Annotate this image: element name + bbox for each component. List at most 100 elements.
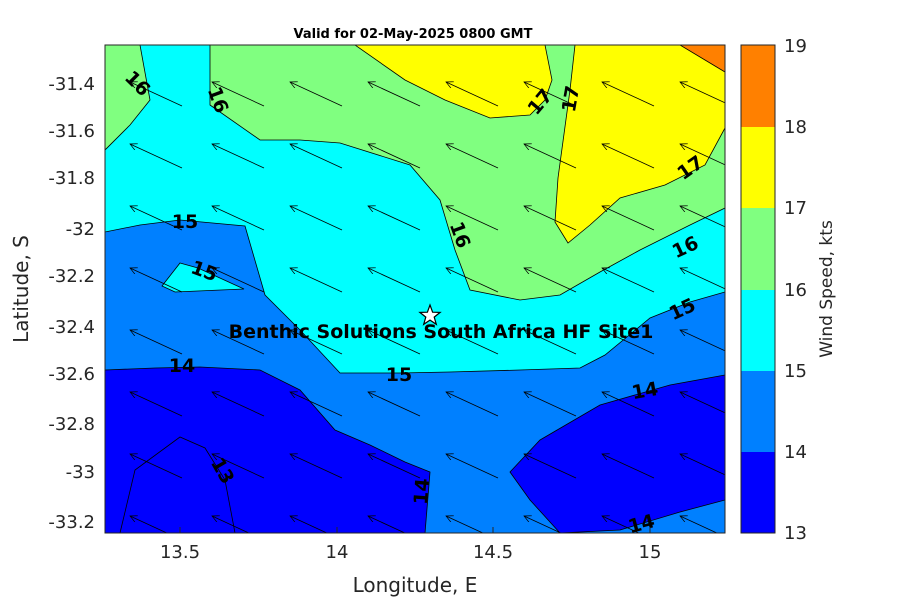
- wind-arrow: [290, 454, 343, 479]
- wind-arrow: [524, 268, 577, 293]
- colorbar-tick-label: 18: [784, 117, 807, 138]
- colorbar-title: Wind Speed, kts: [817, 220, 837, 358]
- wind-arrow: [290, 330, 343, 355]
- wind-arrow: [602, 206, 655, 231]
- y-axis-title: Latitude, S: [9, 235, 33, 343]
- band-13-14-left: [105, 366, 431, 533]
- wind-arrow: [446, 516, 484, 533]
- x-axis-title: Longitude, E: [353, 573, 478, 597]
- x-axis: 13.5 14 14.5 15 Longitude, E: [160, 527, 661, 597]
- wind-arrow: [680, 516, 718, 533]
- band-16-17-left: [105, 45, 151, 151]
- colorbar-segment: [741, 452, 775, 533]
- wind-arrow: [290, 206, 343, 231]
- y-tick-label: -32.6: [48, 364, 95, 385]
- y-tick-label: -31.8: [48, 168, 95, 189]
- wind-arrow: [368, 392, 421, 417]
- x-tick-label: 14: [326, 542, 349, 563]
- wind-arrow: [602, 454, 655, 479]
- wind-arrow: [680, 268, 725, 290]
- wind-arrow: [524, 516, 562, 533]
- contour-label: 14: [410, 477, 434, 505]
- y-tick-label: -33: [66, 462, 95, 483]
- contour-13-line: [119, 436, 236, 533]
- wind-arrow: [524, 330, 577, 355]
- wind-arrow: [446, 330, 499, 355]
- colorbar-segment: [741, 208, 775, 290]
- wind-arrow: [446, 144, 499, 169]
- wind-arrow: [290, 516, 328, 533]
- wind-arrow: [524, 144, 577, 169]
- wind-arrow: [290, 268, 343, 293]
- wind-arrow: [368, 144, 421, 169]
- wind-arrow: [212, 144, 265, 169]
- band-15-island: [161, 262, 245, 293]
- y-tick-label: -32.4: [48, 317, 95, 338]
- map-title: Valid for 02-May-2025 0800 GMT: [294, 27, 533, 42]
- colorbar-tick-label: 13: [784, 523, 807, 544]
- site-star-icon: [418, 303, 442, 326]
- wind-arrow: [212, 392, 265, 417]
- colorbar-segment: [741, 371, 775, 452]
- colorbar-tick-label: 14: [784, 442, 807, 463]
- colorbar-tick-label: 19: [784, 36, 807, 57]
- wind-arrows: [130, 82, 725, 533]
- y-tick-label: -31.4: [48, 74, 95, 95]
- band-13-14-right: [509, 374, 725, 533]
- contour-label: 15: [172, 211, 198, 233]
- wind-arrow: [368, 330, 421, 355]
- wind-arrow: [290, 392, 343, 417]
- y-tick-label: -32.2: [48, 266, 95, 287]
- wind-arrow: [524, 206, 577, 231]
- wind-arrow: [524, 454, 577, 479]
- wind-arrow: [602, 392, 655, 417]
- wind-arrow: [680, 454, 725, 476]
- wind-arrow: [524, 392, 577, 417]
- wind-arrow: [130, 144, 183, 169]
- wind-arrow: [368, 454, 421, 479]
- colorbar-tick-label: 15: [784, 361, 807, 382]
- site-label: Benthic Solutions South Africa HF Site1: [229, 321, 654, 343]
- wind-arrow: [130, 454, 183, 479]
- contour-label: 14: [169, 355, 195, 377]
- wind-arrow: [212, 516, 250, 533]
- wind-arrow: [130, 330, 183, 355]
- x-tick-label: 15: [639, 542, 662, 563]
- y-tick-label: -33.2: [48, 512, 95, 533]
- band-18-19: [679, 45, 725, 73]
- wind-arrow: [446, 454, 499, 479]
- wind-arrow: [130, 516, 168, 533]
- wind-arrow: [130, 268, 183, 293]
- wind-arrow: [602, 268, 655, 293]
- wind-arrow: [602, 330, 655, 355]
- plot-frame: [104, 44, 726, 534]
- wind-arrow: [602, 144, 655, 169]
- colorbar-tick-label: 16: [784, 280, 807, 301]
- wind-arrow: [680, 330, 725, 352]
- contour-label: 17: [558, 84, 584, 114]
- wind-arrow: [130, 82, 183, 107]
- y-tick-label: -32.8: [48, 414, 95, 435]
- band-17-18: [354, 45, 725, 244]
- wind-arrow: [680, 392, 725, 414]
- wind-arrow: [290, 144, 343, 169]
- wind-arrow: [446, 206, 499, 231]
- wind-arrow: [212, 330, 265, 355]
- wind-arrow: [446, 268, 499, 293]
- wind-arrow: [602, 82, 655, 107]
- x-tick-label: 14.5: [473, 542, 513, 563]
- x-tick-label: 13.5: [160, 542, 200, 563]
- y-tick-label: -32: [66, 219, 95, 240]
- y-tick-label: -31.6: [48, 121, 95, 142]
- wind-arrow: [680, 82, 725, 104]
- wind-arrow: [368, 82, 421, 107]
- wind-arrow: [130, 392, 183, 417]
- colorbar-frame: [740, 44, 776, 534]
- wind-arrow: [368, 268, 421, 293]
- contour-label: 15: [386, 364, 412, 386]
- contour-label: 14: [630, 378, 660, 404]
- wind-arrow: [446, 82, 499, 107]
- wind-arrow: [212, 454, 265, 479]
- colorbar-segment: [741, 127, 775, 208]
